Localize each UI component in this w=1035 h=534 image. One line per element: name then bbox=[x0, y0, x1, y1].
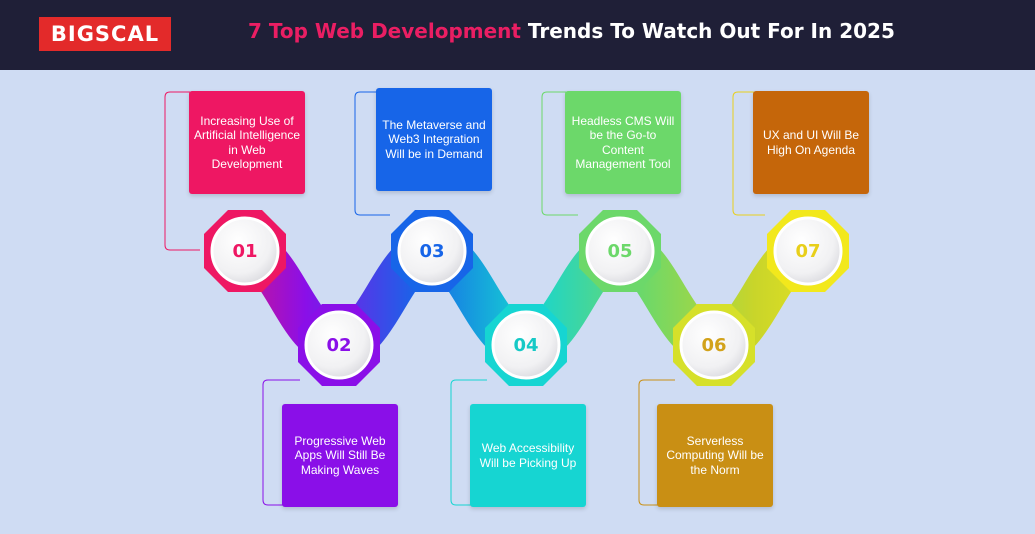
trend-box-05: Headless CMS Will be the Go-to Content M… bbox=[565, 91, 681, 194]
disc-07 bbox=[773, 216, 843, 286]
disc-02 bbox=[304, 310, 374, 380]
title-highlight: 7 Top Web Development bbox=[248, 19, 521, 43]
trend-box-04: Web Accessibility Will be Picking Up bbox=[470, 404, 586, 507]
trend-box-02: Progressive Web Apps Will Still Be Makin… bbox=[282, 404, 398, 507]
connector-line-01 bbox=[164, 91, 200, 251]
disc-05 bbox=[585, 216, 655, 286]
disc-06 bbox=[679, 310, 749, 380]
connector-lines bbox=[164, 91, 765, 506]
trend-box-01: Increasing Use of Artificial Intelligenc… bbox=[189, 91, 305, 194]
trend-box-03: The Metaverse and Web3 Integration Will … bbox=[376, 88, 492, 191]
trend-number-03: 03 bbox=[419, 240, 445, 262]
connector-line-05 bbox=[541, 91, 578, 216]
trend-number-04: 04 bbox=[513, 334, 539, 356]
trend-number-02: 02 bbox=[326, 334, 352, 356]
disc-03 bbox=[397, 216, 467, 286]
trend-box-07: UX and UI Will Be High On Agenda bbox=[753, 91, 869, 194]
page-title: 7 Top Web Development Trends To Watch Ou… bbox=[248, 19, 895, 43]
header-bar: BIGSCAL 7 Top Web Development Trends To … bbox=[0, 0, 1035, 70]
trend-box-06: Serverless Computing Will be the Norm bbox=[657, 404, 773, 507]
trend-number-07: 07 bbox=[795, 240, 821, 262]
title-rest: Trends To Watch Out For In 2025 bbox=[520, 19, 895, 43]
trend-number-05: 05 bbox=[607, 240, 633, 262]
node-discs bbox=[210, 216, 843, 380]
connector-line-02 bbox=[262, 379, 300, 506]
trend-number-01: 01 bbox=[232, 240, 258, 262]
connector-line-04 bbox=[450, 379, 487, 506]
disc-01 bbox=[210, 216, 280, 286]
bigscal-logo: BIGSCAL bbox=[39, 17, 171, 51]
disc-04 bbox=[491, 310, 561, 380]
connector-line-07 bbox=[732, 91, 765, 216]
connector-line-03 bbox=[354, 91, 390, 216]
trend-number-06: 06 bbox=[701, 334, 727, 356]
connector-line-06 bbox=[638, 379, 675, 506]
